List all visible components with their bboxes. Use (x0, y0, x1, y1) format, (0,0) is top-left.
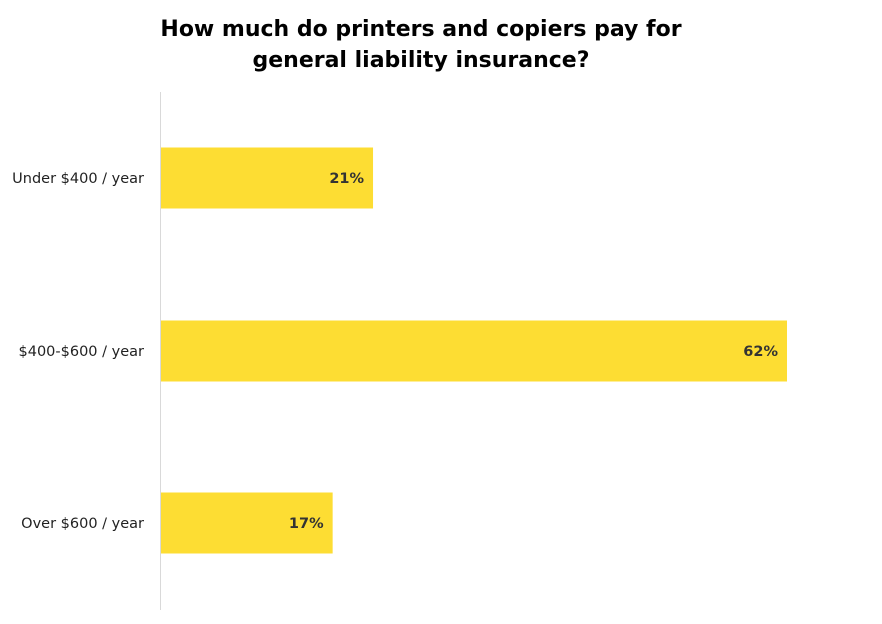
value-label-2: 17% (289, 516, 324, 532)
bar-1 (161, 320, 787, 382)
chart-title: How much do printers and copiers pay for… (0, 14, 842, 76)
category-label-2: Over $600 / year (21, 516, 144, 532)
bars-group: Under $400 / year 21% $400-$600 / year 62% O… (12, 147, 787, 554)
category-label-0: Under $400 / year (12, 171, 144, 187)
chart-title-line-2: general liability insurance? (252, 48, 590, 73)
chart-title-line-1: How much do printers and copiers pay for (160, 17, 682, 42)
value-label-0: 21% (329, 171, 364, 187)
bar-0 (161, 147, 374, 209)
category-label-1: $400-$600 / year (19, 344, 145, 360)
bar-2 (161, 492, 333, 554)
value-label-1: 62% (743, 344, 778, 360)
